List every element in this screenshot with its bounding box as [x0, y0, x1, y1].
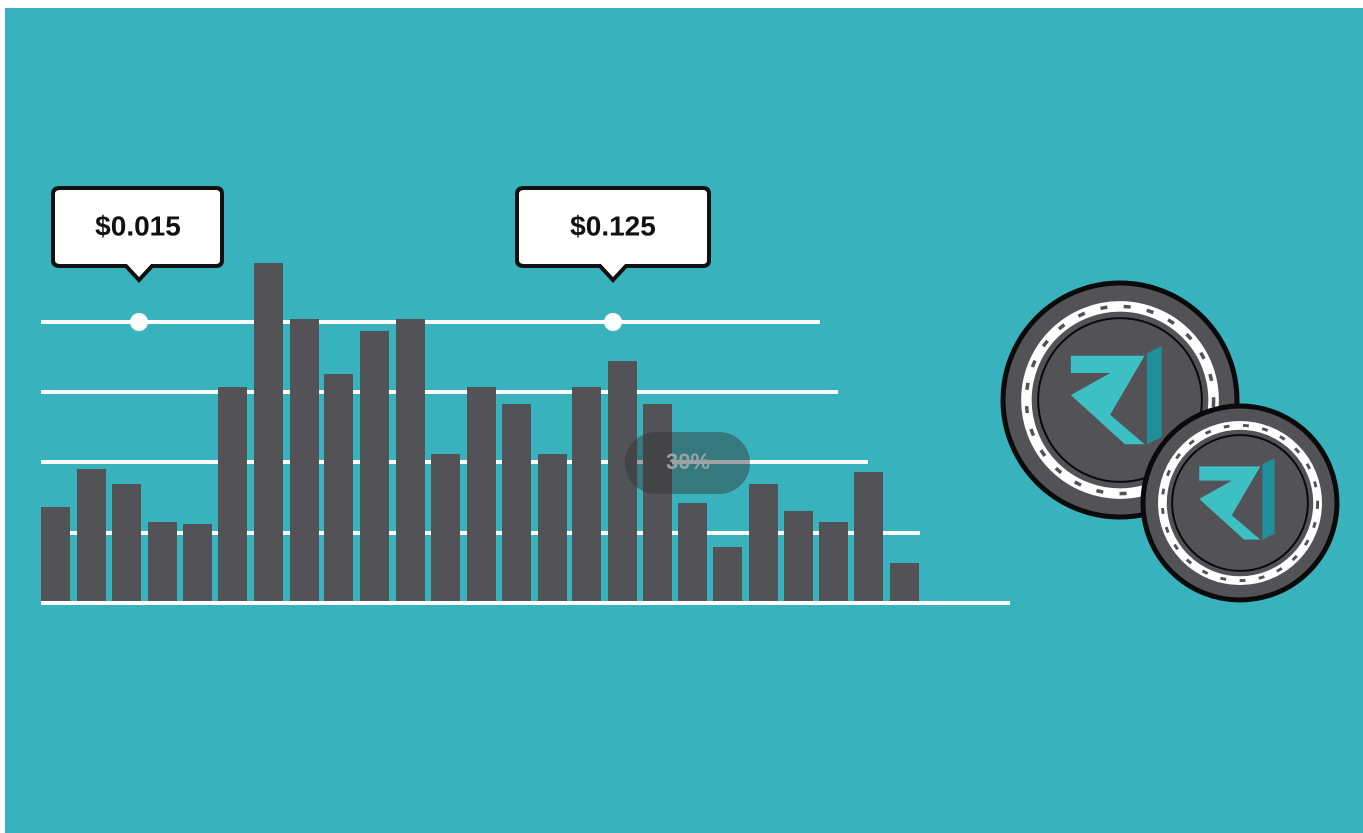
bar — [678, 503, 707, 603]
zoom-indicator: 30% — [625, 432, 750, 494]
bar — [819, 522, 848, 603]
bar — [360, 331, 389, 603]
coin-logo-bar — [1262, 458, 1275, 540]
zoom-pill — [625, 432, 750, 494]
bar — [290, 319, 319, 603]
bar — [77, 469, 106, 603]
coin-face — [1171, 434, 1309, 572]
coin-logo — [1070, 355, 1145, 445]
marker-dot — [604, 313, 622, 331]
coins — [1000, 280, 1340, 603]
bar — [643, 404, 672, 603]
coin-logo-bar — [1147, 345, 1162, 445]
callout-label: $0.125 — [570, 210, 656, 241]
coin — [1140, 403, 1340, 603]
bar — [467, 387, 496, 603]
bars — [41, 263, 919, 603]
bar — [148, 522, 177, 603]
bar — [502, 404, 531, 603]
bar — [41, 507, 70, 603]
bar — [112, 484, 141, 603]
bar — [749, 484, 778, 603]
bar — [396, 319, 425, 603]
callout-box — [515, 186, 711, 283]
bar — [890, 563, 919, 603]
zoom-label: 30% — [666, 449, 710, 474]
callout-box — [51, 186, 224, 283]
bar — [538, 454, 567, 603]
bar — [572, 387, 601, 603]
bar — [608, 361, 637, 603]
bar — [254, 263, 283, 603]
bar — [183, 524, 212, 603]
bar — [218, 387, 247, 603]
bar — [854, 472, 883, 603]
coin-dashes — [1024, 304, 1216, 496]
bar — [431, 454, 460, 603]
marker-dot — [130, 313, 148, 331]
callout-label: $0.015 — [95, 210, 181, 241]
bar — [784, 511, 813, 603]
coin-dashes — [1160, 423, 1320, 583]
callout: $0.125 — [515, 186, 711, 283]
callout: $0.015 — [51, 186, 224, 283]
bar — [324, 374, 353, 603]
bar — [713, 547, 742, 603]
coin-logo — [1199, 466, 1261, 540]
